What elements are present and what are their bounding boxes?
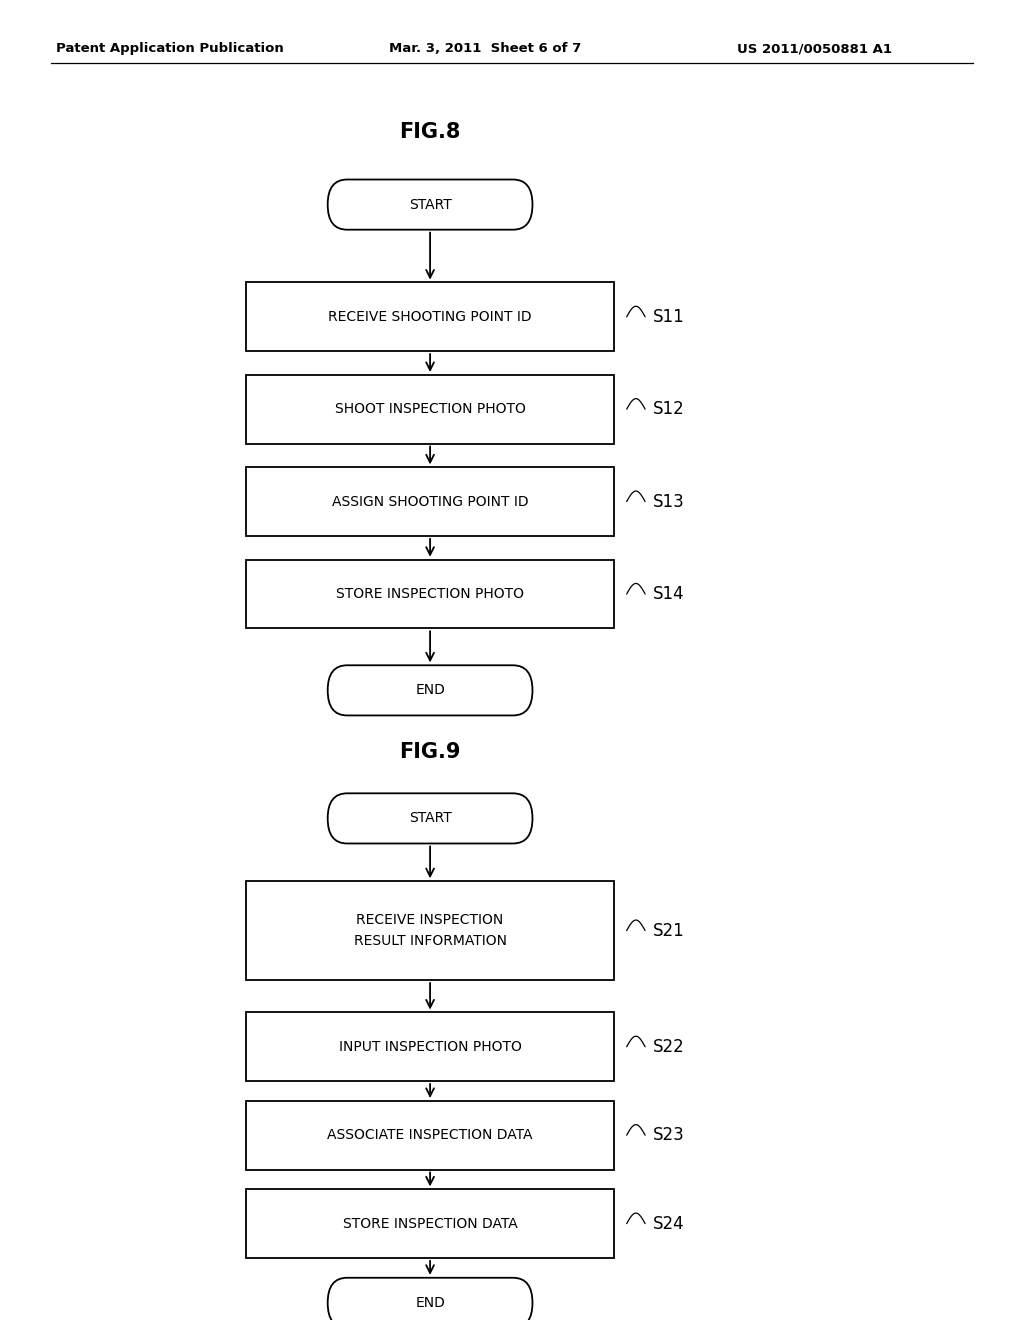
Text: S21: S21 [653, 921, 685, 940]
Text: S24: S24 [653, 1214, 685, 1233]
Text: END: END [415, 684, 445, 697]
Text: START: START [409, 198, 452, 211]
FancyBboxPatch shape [246, 882, 614, 979]
Text: Mar. 3, 2011  Sheet 6 of 7: Mar. 3, 2011 Sheet 6 of 7 [389, 42, 582, 55]
Text: STORE INSPECTION DATA: STORE INSPECTION DATA [343, 1217, 517, 1230]
FancyBboxPatch shape [328, 665, 532, 715]
Text: S14: S14 [653, 585, 685, 603]
Text: END: END [415, 1296, 445, 1309]
FancyBboxPatch shape [246, 282, 614, 351]
Text: RECEIVE INSPECTION
RESULT INFORMATION: RECEIVE INSPECTION RESULT INFORMATION [353, 913, 507, 948]
Text: ASSOCIATE INSPECTION DATA: ASSOCIATE INSPECTION DATA [328, 1129, 532, 1142]
Text: S22: S22 [653, 1038, 685, 1056]
FancyBboxPatch shape [246, 560, 614, 628]
FancyBboxPatch shape [246, 1189, 614, 1258]
FancyBboxPatch shape [328, 180, 532, 230]
Text: S23: S23 [653, 1126, 685, 1144]
FancyBboxPatch shape [328, 1278, 532, 1320]
Text: RECEIVE SHOOTING POINT ID: RECEIVE SHOOTING POINT ID [329, 310, 531, 323]
FancyBboxPatch shape [246, 1012, 614, 1081]
Text: S13: S13 [653, 492, 685, 511]
Text: S11: S11 [653, 308, 685, 326]
Text: FIG.9: FIG.9 [399, 742, 461, 763]
FancyBboxPatch shape [246, 375, 614, 444]
FancyBboxPatch shape [328, 793, 532, 843]
Text: FIG.8: FIG.8 [399, 121, 461, 143]
Text: INPUT INSPECTION PHOTO: INPUT INSPECTION PHOTO [339, 1040, 521, 1053]
Text: ASSIGN SHOOTING POINT ID: ASSIGN SHOOTING POINT ID [332, 495, 528, 508]
FancyBboxPatch shape [246, 467, 614, 536]
Text: START: START [409, 812, 452, 825]
Text: STORE INSPECTION PHOTO: STORE INSPECTION PHOTO [336, 587, 524, 601]
Text: Patent Application Publication: Patent Application Publication [56, 42, 284, 55]
Text: SHOOT INSPECTION PHOTO: SHOOT INSPECTION PHOTO [335, 403, 525, 416]
FancyBboxPatch shape [246, 1101, 614, 1170]
Text: S12: S12 [653, 400, 685, 418]
Text: US 2011/0050881 A1: US 2011/0050881 A1 [737, 42, 892, 55]
